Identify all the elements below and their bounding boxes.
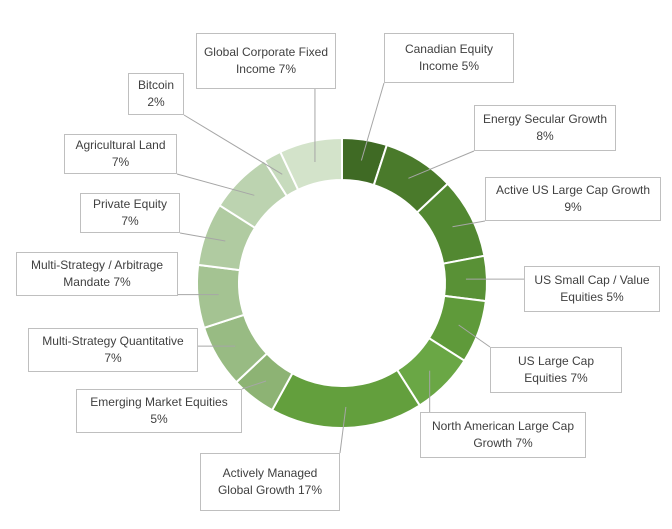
label-text: Actively Managed Global Growth 17% <box>207 465 333 499</box>
category-label: Emerging Market Equities <box>90 395 228 409</box>
value-label: 7% <box>104 351 122 365</box>
leader-line <box>452 220 486 228</box>
value-label: 7% <box>515 436 533 450</box>
data-label: Emerging Market Equities 5% <box>76 389 242 433</box>
leader-line <box>176 173 255 196</box>
label-text: Multi-Strategy Quantitative 7% <box>35 333 191 367</box>
leader-line <box>458 324 491 348</box>
donut-slice <box>442 254 488 303</box>
category-label: Actively Managed Global Growth <box>217 466 318 497</box>
label-text: US Small Cap / Value Equities 5% <box>531 272 653 306</box>
label-text: Energy Secular Growth 8% <box>481 111 609 145</box>
category-label: Bitcoin <box>137 78 175 92</box>
data-label: Private Equity 7% <box>80 193 180 233</box>
category-label: Canadian Equity Income <box>404 42 494 73</box>
category-label: Agricultural Land <box>75 138 166 152</box>
value-label: 5% <box>461 59 480 73</box>
value-label: 9% <box>564 200 582 214</box>
label-text: Multi-Strategy / Arbitrage Mandate 7% <box>23 257 171 291</box>
data-label: Actively Managed Global Growth 17% <box>200 453 340 511</box>
data-label: Agricultural Land 7% <box>64 134 177 174</box>
value-label: 17% <box>298 483 323 497</box>
value-label: 7% <box>113 275 131 289</box>
data-label: Canadian Equity Income 5% <box>384 33 514 83</box>
leader-line <box>183 114 283 175</box>
category-label: Active US Large Cap Growth <box>495 183 651 197</box>
data-label: Multi-Strategy Quantitative 7% <box>28 328 198 372</box>
value-label: 5% <box>150 412 168 426</box>
label-text: Private Equity 7% <box>87 196 173 230</box>
label-text: Agricultural Land 7% <box>71 137 170 171</box>
value-label: 5% <box>606 290 624 304</box>
value-label: 8% <box>536 129 554 143</box>
value-label: 2% <box>147 95 165 109</box>
donut-slice <box>270 368 422 429</box>
data-label: North American Large Cap Growth 7% <box>420 412 586 458</box>
data-label: US Small Cap / Value Equities 5% <box>524 266 660 312</box>
label-text: Active US Large Cap Growth 9% <box>492 182 654 216</box>
category-label: Multi-Strategy / Arbitrage Mandate <box>30 258 164 289</box>
leader-line <box>179 232 226 242</box>
value-label: 7% <box>111 155 130 169</box>
category-label: US Small Cap / Value Equities <box>534 273 650 304</box>
data-label: Multi-Strategy / Arbitrage Mandate 7% <box>16 252 178 296</box>
category-label: Energy Secular Growth <box>482 112 608 126</box>
label-text: North American Large Cap Growth 7% <box>427 418 579 452</box>
leader-line <box>241 380 267 390</box>
leader-line <box>408 150 475 179</box>
data-label: Energy Secular Growth 8% <box>474 105 616 151</box>
category-label: Multi-Strategy Quantitative <box>42 334 184 348</box>
label-text: Bitcoin 2% <box>135 77 177 111</box>
category-label: Private Equity <box>92 197 168 211</box>
donut-slice <box>278 136 343 192</box>
data-label: US Large Cap Equities 7% <box>490 347 622 393</box>
value-label: 7% <box>278 62 297 76</box>
category-label: North American Large Cap Growth <box>431 419 575 450</box>
label-text: Canadian Equity Income 5% <box>391 41 507 75</box>
label-text: Emerging Market Equities 5% <box>83 394 235 428</box>
label-text: US Large Cap Equities 7% <box>497 353 615 387</box>
leader-line <box>339 406 347 454</box>
data-label: Bitcoin 2% <box>128 73 184 115</box>
leader-line <box>360 82 385 161</box>
category-label: Global Corporate Fixed Income <box>203 45 329 76</box>
value-label: 7% <box>570 371 588 385</box>
value-label: 7% <box>121 214 139 228</box>
data-label: Global Corporate Fixed Income 7% <box>196 33 336 89</box>
label-text: Global Corporate Fixed Income 7% <box>203 44 329 78</box>
data-label: Active US Large Cap Growth 9% <box>485 177 661 221</box>
category-label: US Large Cap Equities <box>517 354 595 385</box>
